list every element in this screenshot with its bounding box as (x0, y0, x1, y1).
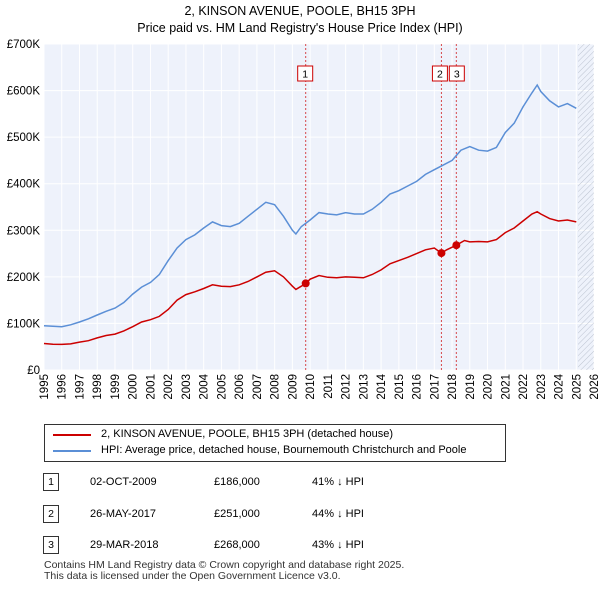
series-line-property (43, 210, 577, 346)
sale-number-badge: 3 (43, 536, 59, 554)
x-tick-label: 2007 (252, 374, 264, 400)
x-tick-label: 2025 (571, 374, 583, 400)
x-tick-label: 2024 (554, 373, 566, 399)
sale-price: £268,000 (214, 539, 260, 551)
sale-row: 2 26-MAY-2017 £251,000 44% ↓ HPI (0, 505, 600, 525)
sale-point (301, 279, 310, 288)
x-tick-label: 2011 (323, 374, 335, 399)
x-tick-label: 2009 (287, 374, 299, 400)
y-tick-label: £500K (7, 132, 41, 144)
sale-number-badge: 1 (43, 473, 59, 491)
x-tick-label: 2003 (181, 374, 193, 400)
x-tick-label: 2002 (163, 374, 175, 400)
sale-hpi-diff: 43% ↓ HPI (312, 539, 364, 551)
legend-swatch-property (53, 434, 91, 436)
legend-swatch-hpi (53, 450, 91, 452)
y-tick-label: £100K (7, 318, 41, 330)
footer-copyright: Contains HM Land Registry data © Crown c… (44, 559, 405, 571)
y-tick-label: £200K (7, 272, 41, 284)
x-tick-label: 2004 (199, 373, 211, 399)
x-tick-label: 2005 (216, 374, 228, 400)
sale-price: £251,000 (214, 508, 260, 520)
sale-price: £186,000 (214, 476, 260, 488)
footer: Contains HM Land Registry data © Crown c… (44, 560, 404, 582)
chart-title: 2, KINSON AVENUE, POOLE, BH15 3PH (184, 4, 416, 18)
x-tick-label: 2010 (305, 374, 317, 400)
x-tick-label: 2008 (270, 374, 282, 400)
sale-row: 3 29-MAR-2018 £268,000 43% ↓ HPI (0, 536, 600, 556)
x-tick-label: 2019 (465, 374, 477, 400)
x-tick-label: 2021 (500, 374, 512, 400)
x-tick-label: 1995 (39, 374, 51, 400)
y-tick-label: £0 (27, 365, 40, 377)
sale-number-label: 3 (454, 69, 460, 81)
series-line-hpi (43, 83, 577, 328)
footer-licence: This data is licensed under the Open Gov… (44, 570, 341, 582)
sale-number-box (297, 65, 314, 82)
sale-date: 26-MAY-2017 (90, 508, 157, 520)
sale-number-label: 2 (437, 69, 443, 81)
sale-point (437, 249, 446, 258)
x-tick-label: 2012 (341, 374, 353, 400)
x-tick-label: 1997 (74, 374, 86, 400)
x-tick-label: 2013 (358, 374, 370, 400)
sale-date: 29-MAR-2018 (90, 539, 159, 551)
x-tick-label: 2006 (234, 374, 246, 400)
sale-number-box (431, 65, 448, 82)
x-tick-label: 2016 (412, 374, 424, 400)
chart-subtitle: Price paid vs. HM Land Registry's House … (137, 21, 463, 35)
x-tick-label: 2020 (483, 374, 495, 400)
x-tick-label: 2017 (429, 374, 441, 400)
sale-number-label: 1 (302, 69, 308, 81)
sale-row: 1 02-OCT-2009 £186,000 41% ↓ HPI (0, 473, 600, 493)
x-tick-label: 2014 (376, 373, 388, 399)
y-tick-label: £700K (7, 39, 41, 51)
x-tick-label: 1996 (57, 374, 69, 400)
x-tick-label: 1998 (92, 374, 104, 400)
x-tick-label: 2023 (536, 374, 548, 400)
x-tick-label: 2000 (128, 374, 140, 400)
sale-number-badge: 2 (43, 505, 59, 523)
x-tick-label: 2015 (394, 374, 406, 400)
x-tick-label: 1999 (110, 374, 122, 400)
x-tick-label: 2026 (589, 374, 600, 400)
x-tick-label: 2022 (518, 374, 530, 400)
y-tick-label: £600K (7, 86, 41, 98)
legend-label-hpi: HPI: Average price, detached house, Bour… (101, 444, 467, 456)
sale-date: 02-OCT-2009 (90, 476, 157, 488)
sale-hpi-diff: 41% ↓ HPI (312, 476, 364, 488)
plot-area (44, 44, 594, 370)
legend-label-property: 2, KINSON AVENUE, POOLE, BH15 3PH (detac… (101, 428, 394, 440)
sale-point (452, 241, 461, 250)
y-tick-label: £300K (7, 225, 41, 237)
y-tick-label: £400K (7, 179, 41, 191)
sale-number-box (448, 65, 465, 82)
x-tick-label: 2018 (447, 374, 459, 400)
future-period-shade (578, 44, 594, 370)
x-tick-label: 2001 (145, 374, 157, 400)
legend: 2, KINSON AVENUE, POOLE, BH15 3PH (detac… (44, 424, 506, 462)
sale-hpi-diff: 44% ↓ HPI (312, 508, 364, 520)
